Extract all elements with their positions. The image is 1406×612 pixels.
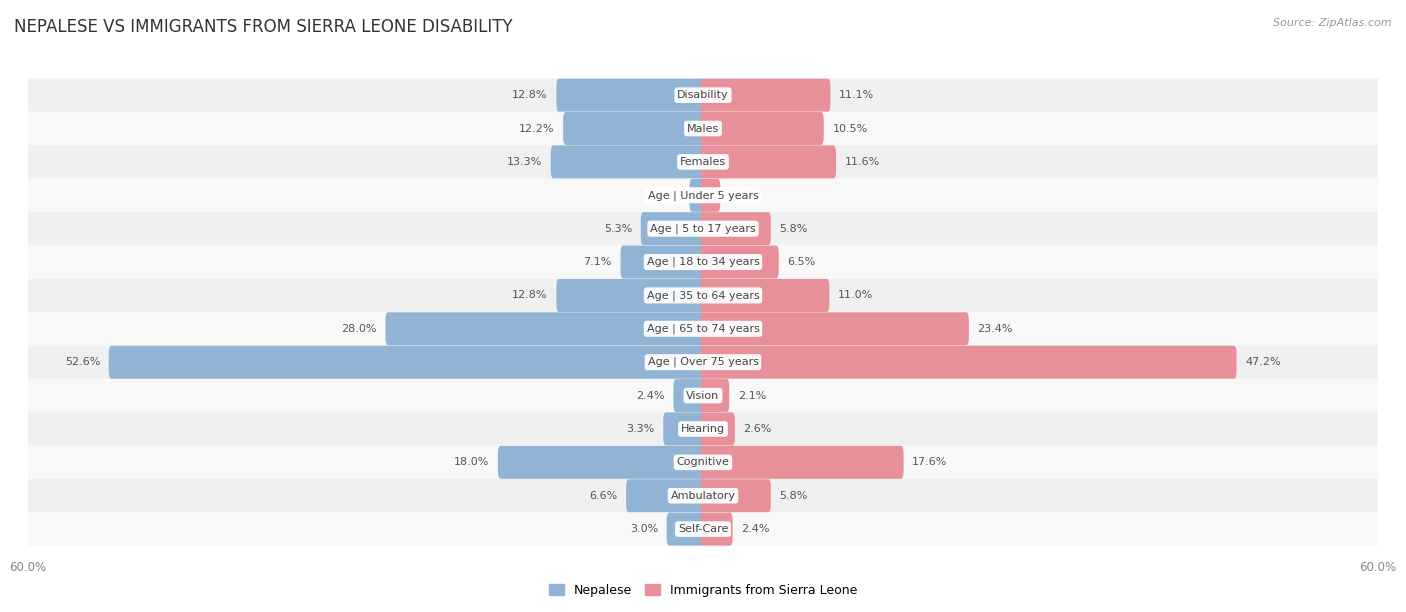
FancyBboxPatch shape (700, 312, 969, 345)
FancyBboxPatch shape (28, 212, 1378, 245)
FancyBboxPatch shape (620, 245, 706, 278)
FancyBboxPatch shape (700, 412, 735, 446)
Text: Source: ZipAtlas.com: Source: ZipAtlas.com (1274, 18, 1392, 28)
Text: 3.0%: 3.0% (630, 524, 658, 534)
Text: Self-Care: Self-Care (678, 524, 728, 534)
FancyBboxPatch shape (700, 446, 904, 479)
FancyBboxPatch shape (28, 379, 1378, 412)
Text: 52.6%: 52.6% (65, 357, 100, 367)
Text: 17.6%: 17.6% (912, 457, 948, 468)
FancyBboxPatch shape (28, 512, 1378, 546)
FancyBboxPatch shape (28, 312, 1378, 346)
Text: 2.4%: 2.4% (637, 390, 665, 401)
Text: 5.8%: 5.8% (779, 223, 808, 234)
Text: 12.8%: 12.8% (512, 291, 548, 300)
Text: 12.2%: 12.2% (519, 124, 554, 133)
Text: 12.8%: 12.8% (512, 90, 548, 100)
FancyBboxPatch shape (108, 346, 706, 379)
FancyBboxPatch shape (28, 245, 1378, 278)
Text: 23.4%: 23.4% (977, 324, 1012, 334)
FancyBboxPatch shape (557, 79, 706, 111)
Text: 2.6%: 2.6% (744, 424, 772, 434)
Text: Age | 18 to 34 years: Age | 18 to 34 years (647, 257, 759, 267)
Text: NEPALESE VS IMMIGRANTS FROM SIERRA LEONE DISABILITY: NEPALESE VS IMMIGRANTS FROM SIERRA LEONE… (14, 18, 513, 36)
FancyBboxPatch shape (700, 245, 779, 278)
FancyBboxPatch shape (700, 479, 770, 512)
Text: 47.2%: 47.2% (1246, 357, 1281, 367)
FancyBboxPatch shape (700, 179, 720, 212)
FancyBboxPatch shape (28, 346, 1378, 379)
FancyBboxPatch shape (28, 479, 1378, 512)
Text: Ambulatory: Ambulatory (671, 491, 735, 501)
Text: 1.3%: 1.3% (728, 190, 756, 200)
Text: Disability: Disability (678, 90, 728, 100)
Legend: Nepalese, Immigrants from Sierra Leone: Nepalese, Immigrants from Sierra Leone (544, 579, 862, 602)
Text: Females: Females (681, 157, 725, 167)
Text: Age | 35 to 64 years: Age | 35 to 64 years (647, 290, 759, 300)
Text: 11.0%: 11.0% (838, 291, 873, 300)
FancyBboxPatch shape (664, 412, 706, 446)
Text: 6.6%: 6.6% (589, 491, 617, 501)
FancyBboxPatch shape (700, 346, 1236, 379)
FancyBboxPatch shape (700, 146, 837, 178)
Text: 5.3%: 5.3% (605, 223, 633, 234)
FancyBboxPatch shape (673, 379, 706, 412)
FancyBboxPatch shape (626, 479, 706, 512)
FancyBboxPatch shape (28, 446, 1378, 479)
Text: 5.8%: 5.8% (779, 491, 808, 501)
Text: 11.6%: 11.6% (845, 157, 880, 167)
Text: Age | Over 75 years: Age | Over 75 years (648, 357, 758, 367)
FancyBboxPatch shape (385, 312, 706, 345)
Text: 7.1%: 7.1% (583, 257, 612, 267)
FancyBboxPatch shape (28, 145, 1378, 179)
Text: 11.1%: 11.1% (839, 90, 875, 100)
FancyBboxPatch shape (700, 212, 770, 245)
FancyBboxPatch shape (28, 179, 1378, 212)
FancyBboxPatch shape (28, 112, 1378, 145)
FancyBboxPatch shape (28, 278, 1378, 312)
Text: Age | 5 to 17 years: Age | 5 to 17 years (650, 223, 756, 234)
FancyBboxPatch shape (564, 112, 706, 145)
FancyBboxPatch shape (700, 379, 730, 412)
Text: Hearing: Hearing (681, 424, 725, 434)
FancyBboxPatch shape (700, 279, 830, 312)
Text: 28.0%: 28.0% (342, 324, 377, 334)
FancyBboxPatch shape (689, 179, 706, 212)
FancyBboxPatch shape (700, 112, 824, 145)
FancyBboxPatch shape (700, 513, 733, 545)
Text: 2.4%: 2.4% (741, 524, 769, 534)
FancyBboxPatch shape (28, 412, 1378, 446)
Text: Males: Males (688, 124, 718, 133)
FancyBboxPatch shape (28, 78, 1378, 112)
Text: Age | 65 to 74 years: Age | 65 to 74 years (647, 324, 759, 334)
Text: 3.3%: 3.3% (627, 424, 655, 434)
Text: 0.97%: 0.97% (645, 190, 681, 200)
FancyBboxPatch shape (666, 513, 706, 545)
Text: Vision: Vision (686, 390, 720, 401)
FancyBboxPatch shape (641, 212, 706, 245)
FancyBboxPatch shape (700, 79, 831, 111)
Text: Cognitive: Cognitive (676, 457, 730, 468)
Text: 6.5%: 6.5% (787, 257, 815, 267)
Text: 18.0%: 18.0% (454, 457, 489, 468)
Text: Age | Under 5 years: Age | Under 5 years (648, 190, 758, 201)
FancyBboxPatch shape (551, 146, 706, 178)
Text: 10.5%: 10.5% (832, 124, 868, 133)
FancyBboxPatch shape (498, 446, 706, 479)
Text: 13.3%: 13.3% (508, 157, 543, 167)
Text: 2.1%: 2.1% (738, 390, 766, 401)
FancyBboxPatch shape (557, 279, 706, 312)
